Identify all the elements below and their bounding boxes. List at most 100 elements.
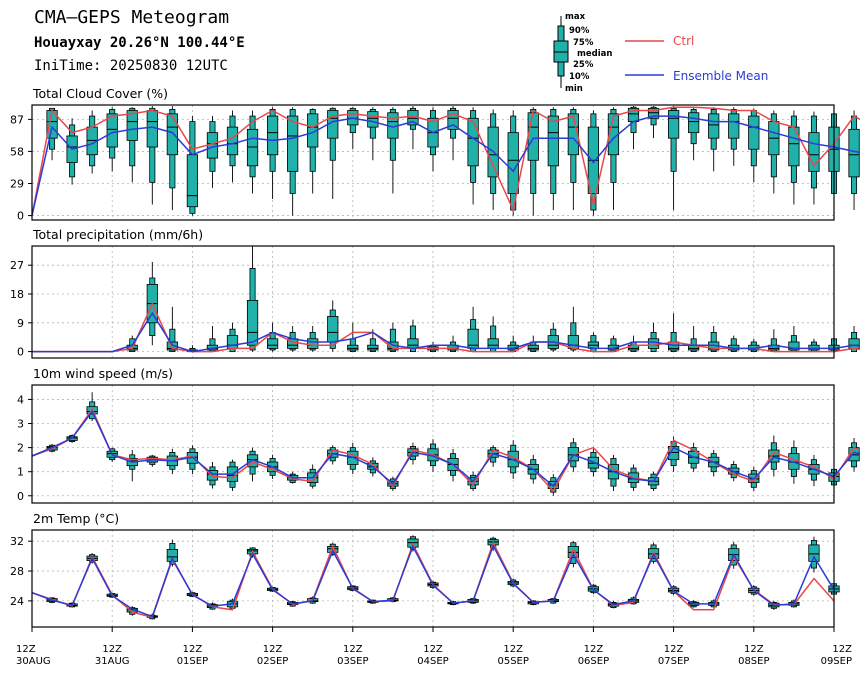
box-q1-q3 [547, 115, 559, 167]
init-time-label: IniTime: 20250830 12UTC [34, 58, 228, 74]
legend-label-max: max [565, 12, 586, 22]
ensemble-box [848, 437, 860, 472]
box-q1-q3 [848, 128, 860, 178]
box-q1-q3 [808, 132, 820, 172]
y-tick-label: 3 [17, 418, 24, 431]
x-tick-date: 31AUG [95, 656, 130, 667]
panel-frame [31, 245, 835, 359]
ensemble-box [547, 322, 559, 352]
ensemble-box [647, 322, 660, 352]
ensemble-box [407, 319, 419, 353]
ensemble-box [387, 322, 399, 353]
ensemble-box [126, 450, 138, 482]
ensemble-box [688, 107, 700, 161]
box-q1-q3 [367, 111, 379, 128]
box-q1-q3 [567, 113, 579, 156]
panel-title-wind: 10m wind speed (m/s) [33, 366, 173, 381]
ensemble-box [527, 107, 539, 216]
ensemble-box [206, 462, 219, 489]
x-tick-hour: 12Z [503, 644, 523, 655]
ensemble-box [768, 110, 780, 194]
box-q1-q3 [748, 115, 760, 150]
box-q1-q3 [307, 338, 319, 349]
legend-label-p10: 10% [569, 72, 590, 82]
time-axis: 12Z30AUG12Z31AUG12Z01SEP12Z02SEP12Z03SEP… [16, 627, 852, 667]
box-q1-q3 [226, 126, 239, 156]
box-q1-q3 [667, 446, 680, 461]
y-tick-label: 87 [10, 113, 24, 126]
page-title: CMA—GEPS Meteogram [34, 7, 229, 28]
cloud-cover-panel: 0 29 58 87 [10, 104, 860, 223]
x-tick-hour: 12Z [744, 644, 764, 655]
y-tick-label: 0 [17, 346, 24, 359]
ensemble-box [407, 106, 419, 150]
box-q1-q3 [206, 470, 219, 481]
ensemble-box [307, 326, 319, 352]
y-tick-label: 28 [10, 565, 24, 578]
x-tick-date: 30AUG [16, 656, 51, 667]
y-tick-label: 27 [10, 259, 24, 272]
ensemble-box [667, 106, 680, 211]
y-tick-label: 0 [17, 490, 24, 503]
box-q1-q3 [808, 344, 820, 351]
legend-label-median: median [577, 49, 612, 59]
ensemble-box [487, 316, 499, 353]
legend-ctrl-label: Ctrl [673, 34, 694, 48]
ensemble-box [106, 107, 118, 172]
box-q1-q3 [607, 344, 620, 351]
location-label: Houayxay 20.26°N 100.44°E [34, 35, 245, 51]
y-tick-label: 32 [10, 535, 24, 548]
box-q1-q3 [246, 299, 259, 346]
ensemble-box [387, 107, 399, 194]
x-tick-hour: 12Z [584, 644, 604, 655]
y-tick-label: 29 [10, 178, 24, 191]
ensemble-mean-line [32, 311, 860, 353]
ensemble-box [607, 107, 620, 211]
box-q1-q3 [647, 338, 660, 349]
x-tick-date: 08SEP [738, 656, 769, 667]
legend-mean-label: Ensemble Mean [673, 69, 768, 83]
ensemble-box [808, 338, 820, 353]
ensemble-mean-line [31, 543, 835, 618]
ensemble-box [467, 306, 479, 353]
ensemble-box [748, 108, 760, 183]
ensemble-box [507, 110, 519, 216]
x-tick-hour: 12Z [832, 644, 852, 655]
box-q1-q3 [848, 338, 860, 349]
box-q1-q3 [126, 110, 138, 141]
box-q1-q3 [266, 115, 279, 156]
ensemble-box [307, 108, 319, 194]
x-tick-date: 05SEP [497, 656, 528, 667]
ensemble-box [287, 107, 299, 216]
ensemble-box [266, 322, 279, 352]
x-tick-hour: 12Z [343, 644, 363, 655]
x-tick-date: 06SEP [578, 656, 609, 667]
ensemble-box [427, 107, 439, 172]
box-q1-q3 [808, 544, 820, 562]
legend: max 90% 75% median 25% 10% min Ctrl Ense… [553, 12, 768, 94]
ensemble-box [246, 246, 259, 352]
ensemble-box [728, 107, 740, 166]
ensemble-box [728, 335, 740, 352]
ensemble-box [848, 326, 860, 352]
ensemble-box [226, 110, 239, 183]
x-tick-date: 07SEP [658, 656, 689, 667]
box-p10-p90 [389, 328, 396, 353]
ensemble-box [166, 106, 178, 211]
box-q1-q3 [527, 112, 539, 161]
ensemble-box [567, 306, 579, 352]
ensemble-box [126, 107, 138, 183]
box-q1-q3 [527, 344, 539, 351]
ensemble-box [166, 539, 178, 567]
precipitation-panel: 0 9 18 27 [10, 245, 860, 359]
ensemble-box [327, 300, 339, 352]
box-q1-q3 [367, 344, 379, 351]
box-q1-q3 [186, 154, 199, 208]
ctrl-line [32, 301, 860, 353]
ensemble-box [848, 110, 860, 211]
box-q1-q3 [788, 341, 800, 351]
ensemble-box [708, 326, 720, 352]
ensemble-box [768, 435, 780, 477]
ensemble-box [607, 335, 620, 352]
